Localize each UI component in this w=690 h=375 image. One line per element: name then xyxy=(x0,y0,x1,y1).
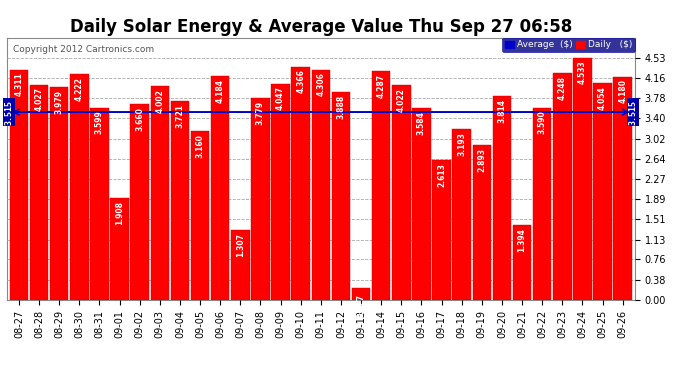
Text: Copyright 2012 Cartronics.com: Copyright 2012 Cartronics.com xyxy=(13,45,155,54)
Bar xyxy=(493,96,511,300)
Bar xyxy=(433,160,451,300)
Bar xyxy=(191,131,209,300)
Bar xyxy=(533,108,551,300)
Bar xyxy=(211,76,230,300)
Text: 4.180: 4.180 xyxy=(618,79,627,103)
Text: 3.814: 3.814 xyxy=(497,99,506,123)
Bar xyxy=(312,70,330,300)
Text: 3.660: 3.660 xyxy=(135,107,144,131)
Bar xyxy=(412,108,431,300)
Bar xyxy=(453,129,471,300)
Bar xyxy=(130,104,149,300)
Bar xyxy=(573,58,592,300)
Text: 3.160: 3.160 xyxy=(195,134,205,158)
Bar xyxy=(110,198,129,300)
Text: 3.584: 3.584 xyxy=(417,111,426,135)
Title: Daily Solar Energy & Average Value Thu Sep 27 06:58: Daily Solar Energy & Average Value Thu S… xyxy=(70,18,572,36)
Text: 3.599: 3.599 xyxy=(95,110,104,134)
Text: 3.721: 3.721 xyxy=(175,104,184,128)
Bar xyxy=(473,146,491,300)
Text: 3.979: 3.979 xyxy=(55,90,63,114)
Text: 4.027: 4.027 xyxy=(34,87,43,111)
Bar xyxy=(170,101,189,300)
Bar xyxy=(291,67,310,300)
Bar xyxy=(10,69,28,300)
Text: 0.227: 0.227 xyxy=(357,294,366,318)
Bar xyxy=(251,98,270,300)
Text: 4.184: 4.184 xyxy=(216,79,225,103)
Text: 1.908: 1.908 xyxy=(115,201,124,225)
Bar xyxy=(392,85,411,300)
Text: 2.893: 2.893 xyxy=(477,148,486,172)
Text: 2.613: 2.613 xyxy=(437,163,446,187)
Bar xyxy=(332,92,351,300)
Text: 3.515: 3.515 xyxy=(4,100,13,124)
Bar xyxy=(150,86,169,300)
Text: 3.193: 3.193 xyxy=(457,132,466,156)
Text: 1.307: 1.307 xyxy=(236,233,245,257)
Text: 4.366: 4.366 xyxy=(296,69,305,93)
Bar xyxy=(271,84,290,300)
Bar xyxy=(30,85,48,300)
Text: 4.287: 4.287 xyxy=(377,74,386,98)
Text: 3.590: 3.590 xyxy=(538,111,546,135)
Text: 4.002: 4.002 xyxy=(155,89,164,112)
Text: 3.515: 3.515 xyxy=(629,100,638,124)
Text: 4.022: 4.022 xyxy=(397,88,406,111)
Text: 3.779: 3.779 xyxy=(256,100,265,125)
Text: 4.311: 4.311 xyxy=(14,72,23,96)
Text: 4.222: 4.222 xyxy=(75,77,84,101)
Bar xyxy=(613,76,632,300)
Bar xyxy=(352,288,371,300)
Bar xyxy=(50,87,68,300)
Bar xyxy=(553,73,571,300)
Bar xyxy=(231,230,250,300)
Text: 4.047: 4.047 xyxy=(276,86,285,110)
Text: 4.306: 4.306 xyxy=(316,72,326,96)
Legend: Average  ($), Daily   ($): Average ($), Daily ($) xyxy=(502,38,635,52)
Text: 4.054: 4.054 xyxy=(598,86,607,109)
Bar xyxy=(593,83,612,300)
Text: 1.394: 1.394 xyxy=(518,228,526,252)
Text: 4.533: 4.533 xyxy=(578,60,587,84)
Bar xyxy=(70,74,88,300)
Text: 4.248: 4.248 xyxy=(558,76,567,100)
Bar xyxy=(372,71,391,300)
Text: 3.888: 3.888 xyxy=(337,95,346,119)
Bar xyxy=(513,225,531,300)
Bar xyxy=(90,108,109,300)
